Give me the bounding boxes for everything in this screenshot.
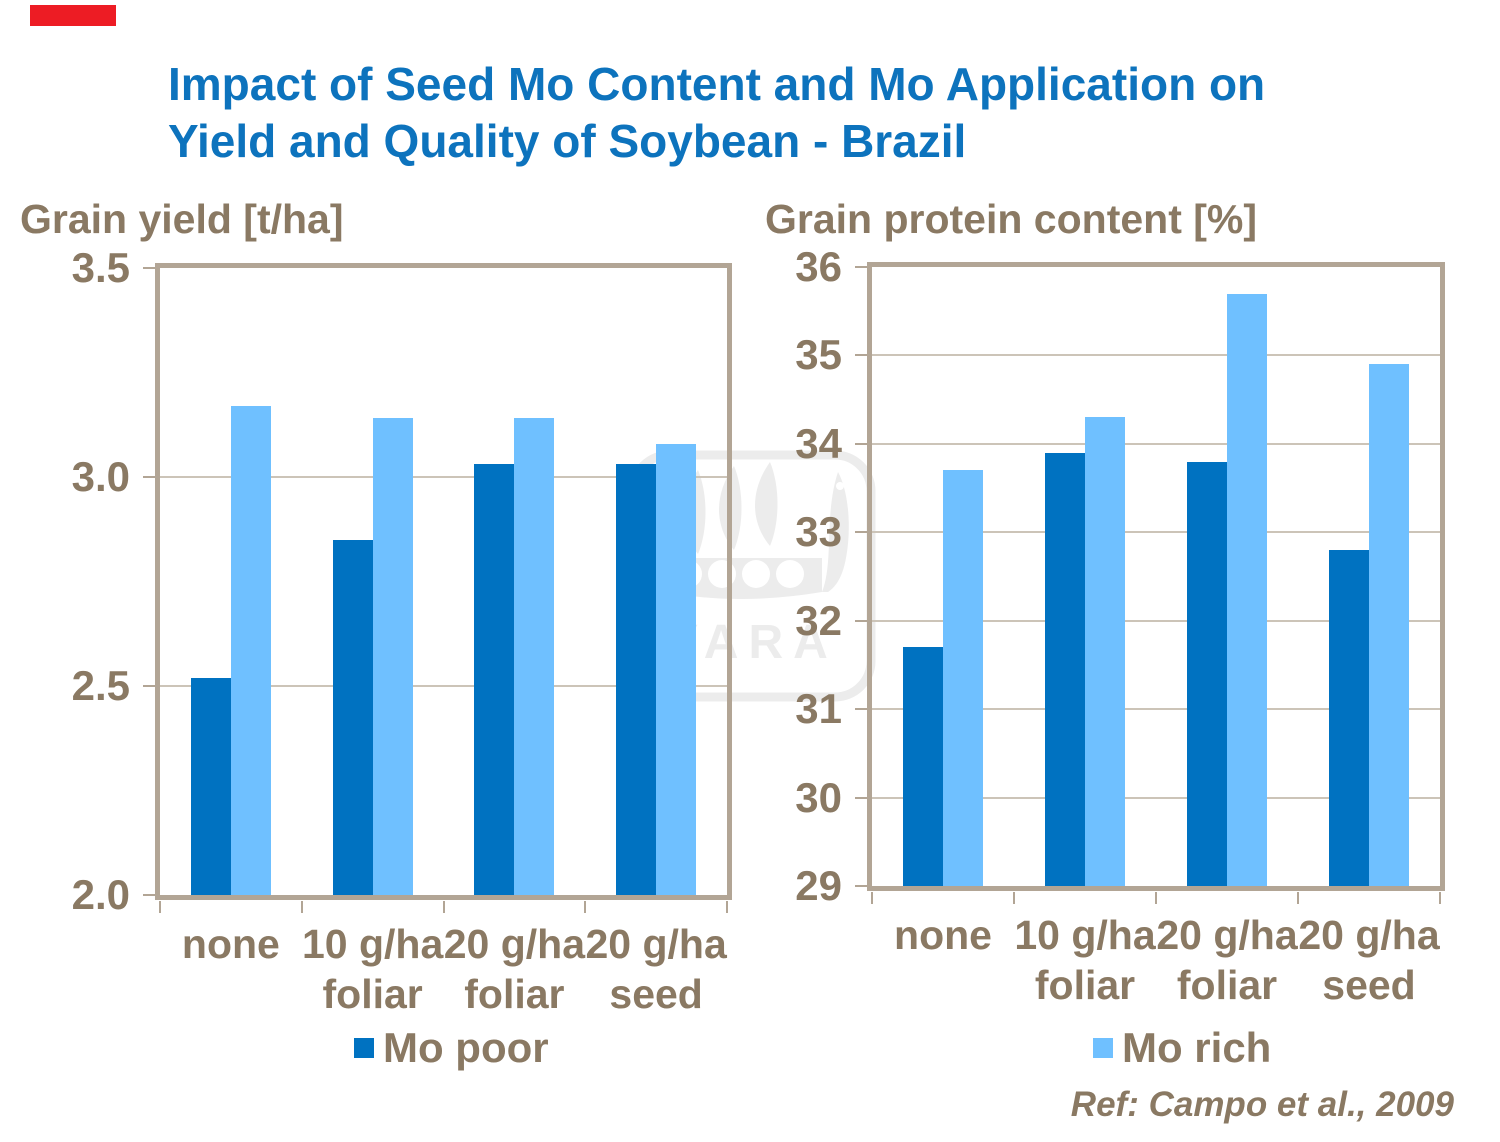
bar-mo-poor-20-g/ha-foliar [474, 464, 515, 895]
gridline [872, 442, 1440, 445]
x-label-line-2: foliar [322, 971, 423, 1017]
bar-mo-rich-none [230, 405, 271, 895]
y-axis-tick [855, 442, 868, 445]
slide-accent-bar [30, 5, 116, 26]
gridline [160, 476, 727, 478]
y-axis-tick [143, 267, 156, 269]
legend-mo-rich-label: Mo rich [1122, 1024, 1272, 1071]
bar-mo-poor-10-g/ha-foliar [332, 539, 373, 895]
y-axis-tick [855, 885, 868, 887]
gridline [160, 685, 727, 687]
y-axis-tick [855, 708, 868, 711]
bar-mo-poor-none [190, 677, 231, 895]
y-axis-tick [855, 796, 868, 799]
bar-mo-poor-20-g/ha-foliar [1187, 461, 1227, 886]
x-axis-category-label: 10 g/ha foliar [965, 910, 1205, 1010]
y-axis-label: 36 [795, 243, 842, 290]
gridline [872, 531, 1440, 534]
y-axis-tick [143, 685, 156, 687]
reference-text: Ref: Campo et al., 2009 [1070, 1085, 1454, 1124]
y-axis-label: 33 [795, 508, 842, 556]
x-axis-tick [871, 892, 873, 904]
bar-mo-rich-20-g/ha-seed [656, 443, 697, 895]
bar-mo-rich-20-g/ha-seed [1369, 364, 1409, 886]
y-axis-label: 2.5 [71, 662, 130, 709]
bar-mo-poor-none [903, 647, 943, 886]
x-label-line-2: foliar [1034, 962, 1136, 1008]
y-axis-tick [855, 619, 868, 622]
gridline [872, 796, 1440, 799]
x-axis-tick [726, 901, 728, 913]
y-axis-tick [855, 531, 868, 534]
x-axis-category-label: 10 g/ha foliar [253, 919, 493, 1019]
legend-mo-poor: Mo poor [354, 1024, 549, 1071]
x-label-line-2: foliar [464, 971, 565, 1017]
y-axis-label: 35 [795, 331, 842, 379]
x-axis-tick [1439, 892, 1441, 904]
x-label-line-1: none [894, 912, 992, 958]
legend-mo-rich: Mo rich [1093, 1024, 1272, 1071]
x-axis-category-label: 20 g/ha foliar [1107, 910, 1347, 1010]
bar-mo-rich-none [943, 470, 983, 886]
y-axis-label: 3.0 [71, 453, 130, 500]
x-axis-category-label: none [823, 910, 1063, 960]
mo-rich-swatch [1093, 1038, 1113, 1058]
title-line-2: Yield and Quality of Soybean - Brazil [168, 115, 967, 167]
y-axis-label: 3.5 [71, 244, 130, 291]
x-label-line-2: seed [1322, 962, 1416, 1008]
x-label-line-1: 10 g/ha [301, 921, 444, 967]
x-axis-category-label: 20 g/ha seed [536, 919, 776, 1019]
dragon-eye [836, 482, 844, 490]
x-label-line-1: 20 g/ha [443, 921, 586, 967]
y-axis-label: 2.0 [71, 871, 130, 918]
bar-mo-poor-10-g/ha-foliar [1045, 452, 1085, 886]
x-axis-tick [1297, 892, 1299, 904]
y-axis-tick [143, 476, 156, 478]
y-axis-label: 30 [795, 773, 842, 821]
bar-mo-rich-20-g/ha-foliar [514, 418, 555, 895]
x-axis-tick [584, 901, 587, 913]
bar-mo-rich-10-g/ha-foliar [1085, 417, 1125, 886]
x-label-line-1: 20 g/ha [1298, 912, 1440, 958]
x-label-line-2: foliar [1176, 962, 1278, 1008]
y-axis-label: 31 [795, 685, 842, 733]
bar-mo-rich-10-g/ha-foliar [372, 418, 413, 895]
y-axis-tick [143, 894, 156, 896]
gridline [872, 708, 1440, 711]
y-axis-tick [855, 266, 868, 268]
bar-mo-poor-20-g/ha-seed [616, 464, 657, 895]
x-label-line-1: 20 g/ha [1156, 912, 1298, 958]
x-axis-category-label: 20 g/ha foliar [394, 919, 634, 1019]
x-label-line-1: 10 g/ha [1014, 912, 1156, 958]
bar-mo-poor-20-g/ha-seed [1329, 549, 1369, 886]
x-axis-tick [442, 901, 445, 913]
x-axis-category-label: none [111, 919, 351, 969]
y-axis-label: 32 [795, 596, 842, 644]
grain-protein-chart: 29 30 31 32 33 34 35 36 none 10 g/ha foliar 20 g/ha… [795, 245, 1441, 1008]
gridline [872, 619, 1440, 622]
y-axis-tick [855, 354, 868, 357]
gridline [872, 354, 1440, 357]
slide-title: Impact of Seed Mo Content and Mo Applica… [168, 56, 1265, 170]
grain-yield-chart-title: Grain yield [t/ha] [20, 196, 344, 242]
title-line-1: Impact of Seed Mo Content and Mo Applica… [168, 58, 1266, 110]
y-axis-label: 34 [795, 419, 842, 467]
grain-yield-chart: 2.0 2.5 3.0 3.5 none 10 g/ha foliar 20 g/ha foli… [72, 246, 728, 1017]
x-axis-tick [1155, 892, 1157, 904]
bar-mo-rich-20-g/ha-foliar [1227, 293, 1267, 886]
x-axis-tick [300, 901, 303, 913]
x-label-line-1: none [181, 921, 280, 967]
x-axis-tick [159, 901, 161, 913]
legend-mo-poor-label: Mo poor [383, 1024, 549, 1071]
x-label-line-1: 20 g/ha [585, 921, 727, 967]
x-axis-category-label: 20 g/ha seed [1249, 910, 1489, 1010]
y-axis-label: 29 [795, 862, 842, 909]
grain-protein-chart-title: Grain protein content [%] [765, 196, 1257, 242]
viking-ship [654, 462, 849, 599]
mo-poor-swatch [354, 1038, 374, 1058]
x-label-line-2: seed [609, 971, 703, 1017]
x-axis-tick [1013, 892, 1015, 904]
